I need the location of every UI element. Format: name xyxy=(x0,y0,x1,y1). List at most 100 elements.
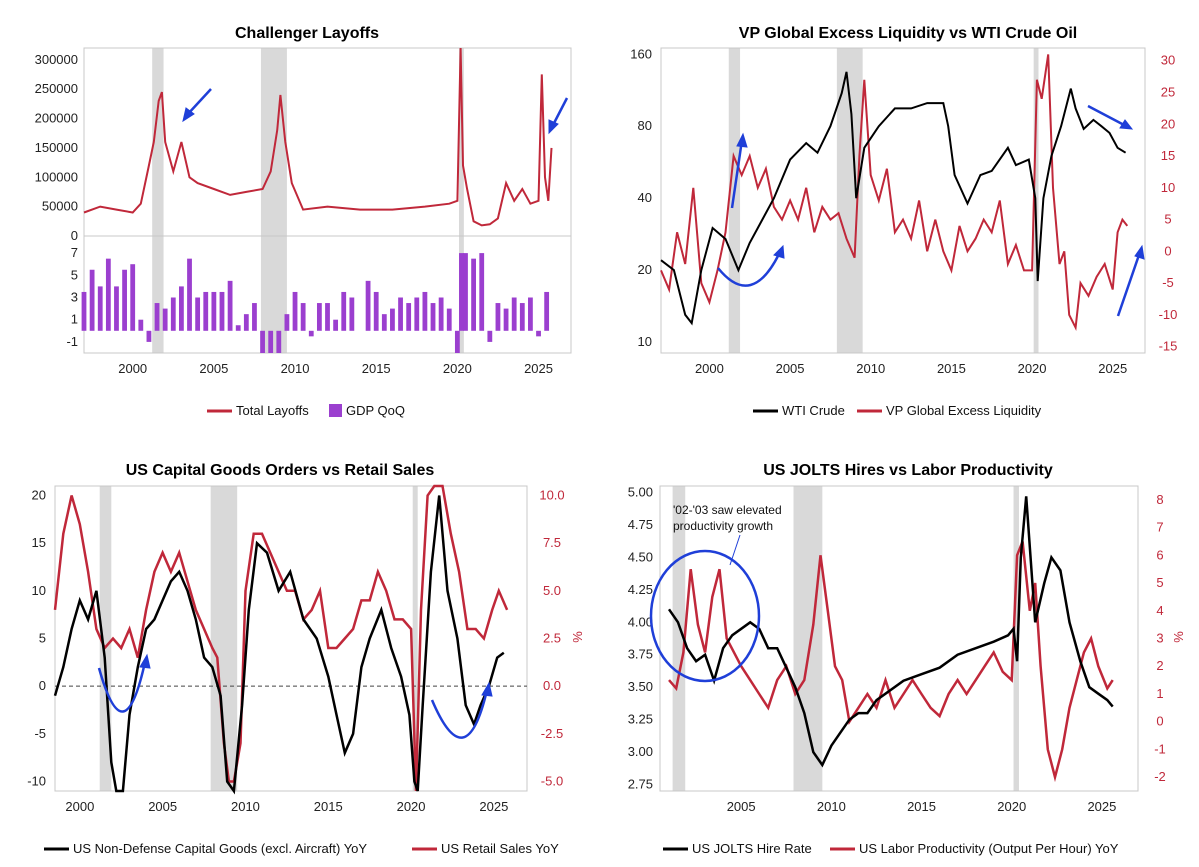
y-tick-label: 25 xyxy=(1161,84,1175,99)
gdp-bar xyxy=(325,303,330,331)
gdp-bar xyxy=(138,319,144,331)
gdp-bar xyxy=(487,330,493,342)
y-tick-label: -5.0 xyxy=(541,773,563,788)
gdp-bar xyxy=(454,330,460,353)
gdp-bar xyxy=(471,258,476,331)
gdp-bar xyxy=(219,291,225,331)
x-tick-label: 2000 xyxy=(118,361,147,376)
y-tick-label: -5 xyxy=(34,726,46,741)
y-tick-label: 15 xyxy=(1161,148,1175,163)
series-line-vp-global-excess-liquidity xyxy=(660,54,1129,332)
x-tick-label: 2010 xyxy=(856,361,885,376)
legend-label: VP Global Excess Liquidity xyxy=(886,403,1042,418)
plot-frame xyxy=(54,485,528,792)
arrow-head xyxy=(773,244,785,259)
x-tick-label: 2000 xyxy=(65,799,94,814)
legend-swatch-gdp-qoq xyxy=(329,404,342,417)
gdp-bar xyxy=(536,330,541,337)
y-tick-label: -10 xyxy=(1159,307,1178,322)
gdp-bar xyxy=(463,253,468,331)
y-tick-label: -10 xyxy=(27,773,46,788)
gdp-bar xyxy=(114,286,119,331)
gdp-bar xyxy=(406,303,412,331)
y-tick-label: 80 xyxy=(638,118,652,133)
gdp-bar xyxy=(243,314,249,331)
x-tick-label: 2020 xyxy=(1018,361,1047,376)
recession-band xyxy=(99,486,112,791)
x-tick-label: 2000 xyxy=(695,361,724,376)
annotation-text-line-1: '02-'03 saw elevated xyxy=(673,503,782,517)
right-axis-label: % xyxy=(570,631,585,643)
x-tick-label: 2015 xyxy=(937,361,966,376)
gdp-bar xyxy=(260,330,265,353)
gdp-bar xyxy=(438,297,444,331)
y-tick-label: 5.00 xyxy=(628,484,653,499)
gdp-bar xyxy=(333,319,339,331)
annotation-pointer xyxy=(729,534,741,566)
legend-label: US Labor Productivity (Output Per Hour) … xyxy=(859,841,1119,856)
legend: US JOLTS Hire Rate US Labor Productivity… xyxy=(663,841,1119,856)
gdp-bar xyxy=(365,280,371,331)
gdp-bar xyxy=(154,303,160,331)
arrow-head xyxy=(736,132,748,148)
y-tick-label: 2 xyxy=(1156,658,1163,673)
chart-title: US Capital Goods Orders vs Retail Sales xyxy=(126,462,435,479)
y-tick-label: 6 xyxy=(1156,547,1163,562)
y-tick-label: 0 xyxy=(39,678,46,693)
recession-band xyxy=(152,48,164,353)
gdp-bar xyxy=(162,308,168,331)
legend-label: US Retail Sales YoY xyxy=(441,841,559,856)
gdp-bar xyxy=(179,286,184,331)
arrow-curve xyxy=(717,251,782,287)
legend: Total Layoffs GDP QoQ xyxy=(207,403,405,418)
y-tick-label: 1 xyxy=(71,312,78,327)
arrow-head xyxy=(182,107,195,123)
x-tick-label: 2010 xyxy=(231,799,260,814)
gdp-bar xyxy=(459,253,464,331)
gdp-bar xyxy=(284,314,290,331)
y-tick-label: 4.00 xyxy=(628,614,653,629)
gdp-bar xyxy=(292,291,298,331)
arrow-head xyxy=(139,653,151,669)
gdp-bar xyxy=(105,258,111,331)
annotation-arrows xyxy=(182,88,569,135)
recession-band xyxy=(728,48,741,353)
y-tick-label: 150000 xyxy=(35,140,78,155)
gdp-bar xyxy=(528,297,533,331)
capital-goods-vs-retail-chart: US Capital Goods Orders vs Retail Sales … xyxy=(27,462,585,856)
arrow-curve xyxy=(430,689,489,739)
y-tick-label: 5 xyxy=(39,631,46,646)
y-tick-label: 3.50 xyxy=(628,679,653,694)
arrow-curve xyxy=(97,661,147,713)
liquidity-vs-wti-chart: VP Global Excess Liquidity vs WTI Crude … xyxy=(630,25,1177,418)
x-tick-label: 2015 xyxy=(362,361,391,376)
gdp-bar xyxy=(300,303,306,331)
y-tick-label: 20 xyxy=(1161,116,1175,131)
legend: US Non-Defense Capital Goods (excl. Airc… xyxy=(44,841,559,856)
y-tick-label: 300000 xyxy=(35,52,78,67)
gdp-bar xyxy=(422,291,428,331)
y-tick-label: -1 xyxy=(66,334,78,349)
recession-band xyxy=(412,486,418,791)
arrow-head xyxy=(548,119,559,135)
y-tick-label: 10.0 xyxy=(539,488,564,503)
y-tick-label: 0 xyxy=(1164,243,1171,258)
y-tick-label: 5 xyxy=(1156,575,1163,590)
series-line-wti-crude xyxy=(660,71,1127,326)
y-tick-label: 0 xyxy=(1156,714,1163,729)
y-tick-label: 20 xyxy=(638,262,652,277)
gdp-bar xyxy=(276,330,282,353)
y-tick-label: 5.0 xyxy=(543,583,561,598)
y-tick-label: 0 xyxy=(71,228,78,243)
arrow-line xyxy=(186,88,212,116)
y-tick-label: -5 xyxy=(1162,275,1174,290)
y-tick-label: 200000 xyxy=(35,111,78,126)
y-tick-label: 3 xyxy=(1156,631,1163,646)
plot-frame xyxy=(83,47,572,354)
gdp-bar xyxy=(519,303,525,331)
gdp-bar xyxy=(341,291,347,331)
highlight-circle xyxy=(649,549,761,683)
recession-band xyxy=(793,486,823,791)
y-tick-label: 10 xyxy=(1161,180,1175,195)
gdp-bar xyxy=(122,269,127,331)
